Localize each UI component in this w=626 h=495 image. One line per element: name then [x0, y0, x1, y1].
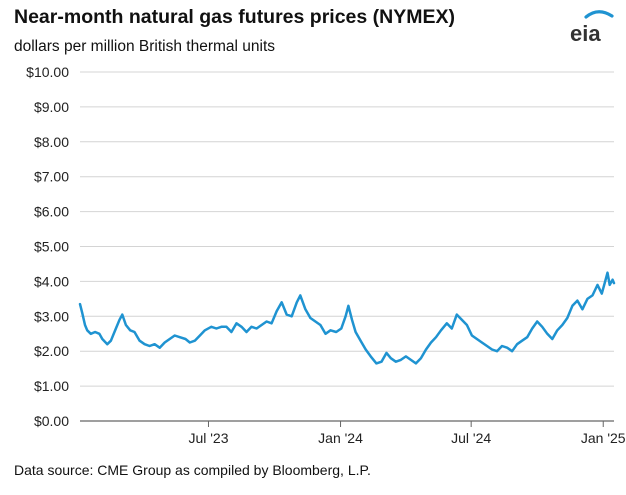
gridlines — [80, 71, 614, 422]
x-tick-label: Jan '24 — [318, 430, 363, 446]
svg-text:eia: eia — [570, 21, 601, 44]
y-tick-label: $3.00 — [34, 308, 69, 324]
chart-subtitle: dollars per million British thermal unit… — [14, 38, 276, 55]
x-tick-label: Jan '25 — [581, 430, 626, 446]
y-tick-label: $8.00 — [34, 134, 69, 150]
y-tick-label: $4.00 — [34, 273, 69, 289]
y-tick-label: $7.00 — [34, 169, 69, 185]
y-tick-label: $2.00 — [34, 343, 69, 359]
chart-title: Near-month natural gas futures prices (N… — [14, 6, 455, 28]
y-tick-label: $9.00 — [34, 99, 69, 115]
x-tick-label: Jul '24 — [451, 430, 491, 446]
y-tick-label: $1.00 — [34, 378, 69, 394]
x-tick-label: Jul '23 — [188, 430, 228, 446]
y-tick-label: $0.00 — [34, 413, 69, 429]
x-axis: Jul '23 Jan '24 Jul '24 Jan '25 — [188, 421, 626, 446]
y-axis: $0.00 $1.00 $2.00 $3.00 $4.00 $5.00 $6.00 $7.00… — [26, 64, 69, 429]
y-tick-label: $10.00 — [26, 64, 69, 80]
y-tick-label: $6.00 — [34, 204, 69, 220]
data-source-note: Data source: CME Group as compiled by Bl… — [14, 462, 371, 478]
y-tick-label: $5.00 — [34, 239, 69, 255]
eia-logo: eia — [570, 10, 614, 44]
price-series-line — [78, 271, 616, 365]
